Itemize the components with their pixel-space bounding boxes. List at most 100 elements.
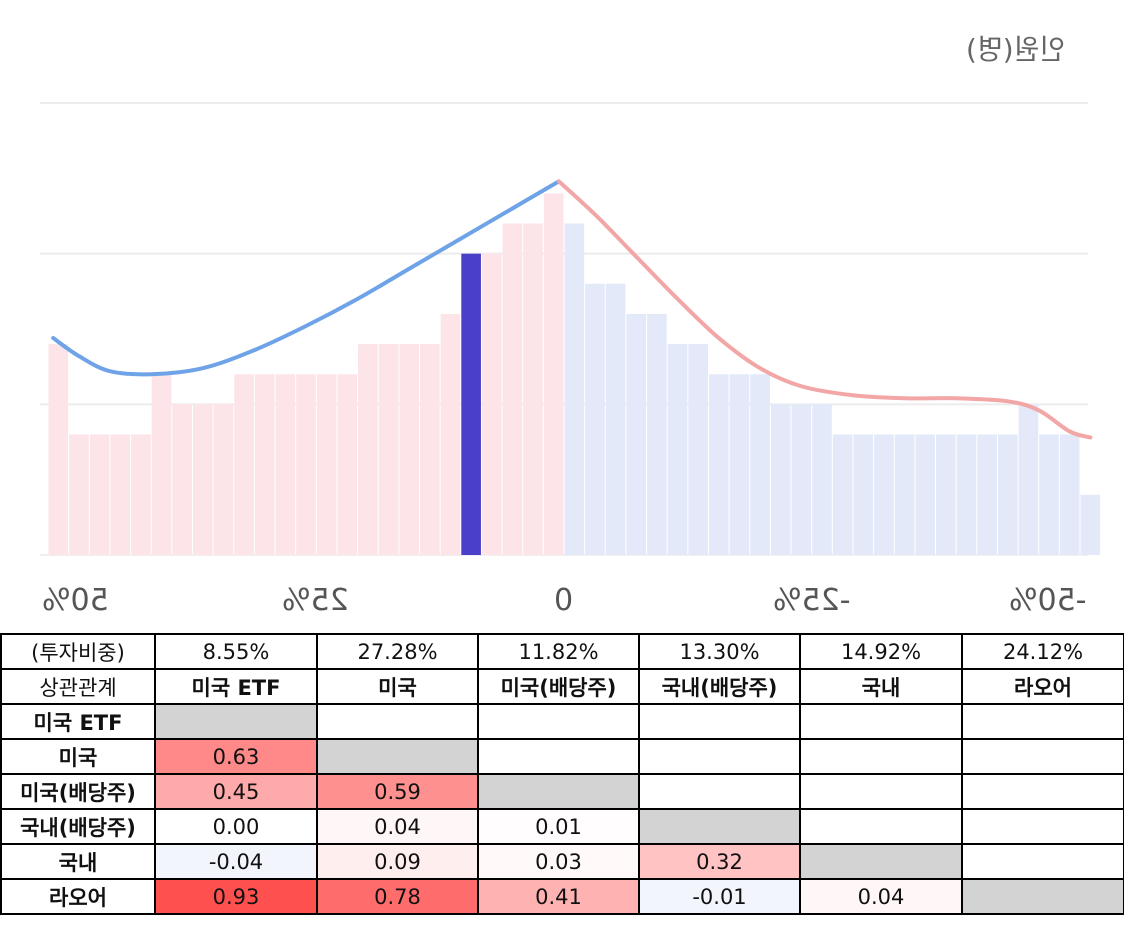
corr-cell: -0.01 <box>638 878 801 915</box>
corr-cell: 0.45 <box>154 773 318 810</box>
histogram-bar <box>337 374 358 555</box>
histogram-bar <box>213 404 234 555</box>
histogram-bar <box>254 374 275 555</box>
histogram-bar <box>378 344 399 555</box>
histogram-bar <box>729 374 750 555</box>
x-tick-label: 25% <box>281 583 349 618</box>
x-tick-label: -25% <box>773 583 851 618</box>
x-tick-label: 50% <box>41 583 109 618</box>
column-header: 국내 <box>799 668 963 705</box>
corr-cell: 0.00 <box>154 808 318 845</box>
empty-cell <box>961 738 1124 775</box>
histogram-bar <box>543 193 564 555</box>
corr-label: 상관관계 <box>0 668 156 705</box>
table-row: 라오어 0.93 0.78 0.41 -0.01 0.04 <box>0 878 1124 915</box>
corr-cell: 0.93 <box>154 878 318 915</box>
table-row: 미국 0.63 <box>0 738 1124 775</box>
diagonal-cell <box>154 703 318 740</box>
histogram-bar <box>564 223 585 556</box>
empty-cell <box>799 703 963 740</box>
table-row: 국내 -0.04 0.09 0.03 0.32 <box>0 843 1124 880</box>
empty-cell <box>961 808 1124 845</box>
empty-cell <box>799 808 963 845</box>
histogram-bar <box>791 404 812 555</box>
histogram-bar <box>936 434 956 555</box>
weight-cell: 14.92% <box>799 633 963 670</box>
header-row: 상관관계 미국 ETF 미국 미국(배당주) 국내(배당주) 국내 라오어 <box>0 668 1124 705</box>
weight-cell: 13.30% <box>638 633 801 670</box>
histogram-bar <box>151 374 172 555</box>
histogram-bar <box>853 434 874 555</box>
histogram-bar <box>626 313 647 555</box>
column-header: 미국 <box>316 668 479 705</box>
histogram-bar <box>399 344 420 555</box>
histogram-bar <box>667 344 688 555</box>
diagonal-cell <box>477 773 640 810</box>
histogram-bar <box>894 434 915 555</box>
diagonal-cell <box>638 808 801 845</box>
histogram-bar <box>1039 434 1059 555</box>
histogram-bar <box>48 344 69 555</box>
histogram-bar <box>481 253 502 555</box>
histogram-bar <box>234 374 254 555</box>
histogram-bar <box>1018 404 1039 555</box>
trend-curve <box>51 179 561 377</box>
corr-cell: -0.04 <box>154 843 318 880</box>
empty-cell <box>961 773 1124 810</box>
row-header: 라오어 <box>0 878 156 915</box>
column-header: 국내(배당주) <box>638 668 801 705</box>
histogram-bar <box>605 283 626 555</box>
histogram-bar <box>69 434 89 555</box>
corr-cell: 0.63 <box>154 738 318 775</box>
row-header: 국내(배당주) <box>0 808 156 845</box>
correlation-table: (투자비중) 8.55% 27.28% 11.82% 13.30% 14.92% 24.12… <box>0 633 1124 915</box>
weight-cell: 8.55% <box>154 633 318 670</box>
histogram-bar <box>647 313 667 555</box>
histogram-bar <box>316 374 337 555</box>
diagonal-cell <box>799 843 963 880</box>
histogram-bar <box>997 434 1018 555</box>
histogram-bar <box>420 344 440 555</box>
empty-cell <box>799 773 963 810</box>
weights-label: (투자비중) <box>0 633 156 670</box>
histogram-bar <box>131 434 151 555</box>
histogram-bar <box>1080 494 1101 555</box>
table-row: 국내(배당주) 0.00 0.04 0.01 <box>0 808 1124 845</box>
empty-cell <box>638 773 801 810</box>
corr-cell: 0.32 <box>638 843 801 880</box>
highlight-bar <box>461 253 481 555</box>
histogram-chart: 인원(명) 50% 25% 0 -25% -50% <box>40 33 1101 618</box>
histogram-bar <box>110 434 131 555</box>
diagonal-cell <box>316 738 479 775</box>
empty-cell <box>799 738 963 775</box>
trend-curve <box>556 179 1093 440</box>
corr-cell: 0.59 <box>316 773 479 810</box>
histogram-bar <box>812 404 832 555</box>
weight-cell: 24.12% <box>961 633 1124 670</box>
histogram-bar <box>275 374 296 555</box>
row-header: 미국(배당주) <box>0 773 156 810</box>
histogram-bar <box>192 404 213 555</box>
empty-cell <box>638 738 801 775</box>
chart-canvas <box>40 102 1101 556</box>
table-row: 미국 ETF <box>0 703 1124 740</box>
histogram-bar <box>915 434 936 555</box>
histogram-bar <box>585 283 605 555</box>
histogram-bar <box>440 313 461 555</box>
x-tick-label: -50% <box>1009 583 1087 618</box>
histogram-bar <box>770 404 791 555</box>
corr-cell: 0.04 <box>799 878 963 915</box>
empty-cell <box>961 703 1124 740</box>
histogram-bar <box>708 374 729 555</box>
weight-cell: 27.28% <box>316 633 479 670</box>
corr-cell: 0.04 <box>316 808 479 845</box>
histogram-bar <box>832 434 853 555</box>
histogram-bar <box>1059 434 1080 555</box>
row-header: 미국 <box>0 738 156 775</box>
y-axis-label: 인원(명) <box>966 33 1066 66</box>
row-header: 국내 <box>0 843 156 880</box>
histogram-bar <box>977 434 997 555</box>
histogram-bar <box>502 223 523 556</box>
empty-cell <box>961 843 1124 880</box>
corr-cell: 0.09 <box>316 843 479 880</box>
